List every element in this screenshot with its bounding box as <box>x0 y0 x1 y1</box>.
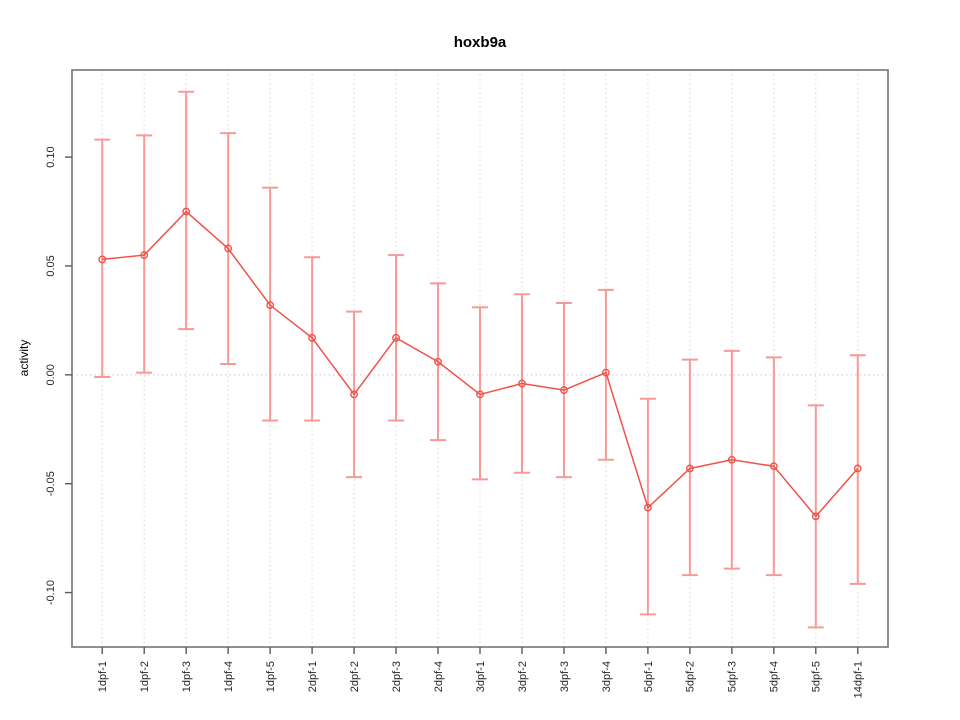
x-tick-label: 2dpf-2 <box>349 661 361 692</box>
x-tick-label: 1dpf-3 <box>181 661 193 692</box>
data-point <box>685 464 694 473</box>
series-line <box>102 210 859 518</box>
data-point <box>476 390 484 399</box>
y-tick-label: -0.10 <box>45 580 57 605</box>
x-tick-label: 5dpf-3 <box>727 661 739 692</box>
data-point <box>811 512 820 521</box>
data-point <box>769 462 778 471</box>
y-tick-label: -0.05 <box>45 471 57 496</box>
data-point <box>350 390 358 399</box>
y-tick-label: 0.10 <box>45 146 57 167</box>
y-axis-label: activity <box>17 339 31 377</box>
x-tick-label: 5dpf-1 <box>643 661 655 692</box>
x-tick-label: 1dpf-1 <box>97 661 109 692</box>
data-point <box>602 368 610 377</box>
x-tick-label: 3dpf-4 <box>601 661 613 692</box>
data-point <box>308 333 316 342</box>
data-point <box>853 464 862 473</box>
x-tick-label: 1dpf-5 <box>265 661 277 692</box>
x-tick-label: 5dpf-2 <box>685 661 697 692</box>
data-point <box>224 244 233 253</box>
x-tick-label: 2dpf-1 <box>307 661 319 692</box>
data-point <box>727 455 736 464</box>
x-tick-label: 3dpf-3 <box>559 661 571 692</box>
x-tick-label: 1dpf-2 <box>139 661 151 692</box>
x-tick-label: 2dpf-3 <box>391 661 403 692</box>
data-point <box>560 386 568 394</box>
data-point <box>266 301 275 310</box>
x-tick-label: 5dpf-4 <box>769 661 781 692</box>
x-tick-label: 1dpf-4 <box>223 661 235 692</box>
x-tick-label: 2dpf-4 <box>433 661 445 692</box>
data-point <box>644 503 652 512</box>
data-point <box>98 255 107 264</box>
x-tick-label: 3dpf-2 <box>517 661 529 692</box>
data-point <box>140 251 149 259</box>
data-point <box>434 357 442 366</box>
y-tick-label: 0.00 <box>45 364 57 385</box>
data-point <box>182 207 191 216</box>
chart-title: hoxb9a <box>453 34 507 51</box>
x-tick-label: 3dpf-1 <box>475 661 487 692</box>
data-point <box>392 333 400 342</box>
x-tick-label: 14dpf-1 <box>853 661 865 698</box>
data-point <box>518 379 526 388</box>
y-tick-label: 0.05 <box>45 255 57 276</box>
x-tick-label: 5dpf-5 <box>811 661 823 692</box>
